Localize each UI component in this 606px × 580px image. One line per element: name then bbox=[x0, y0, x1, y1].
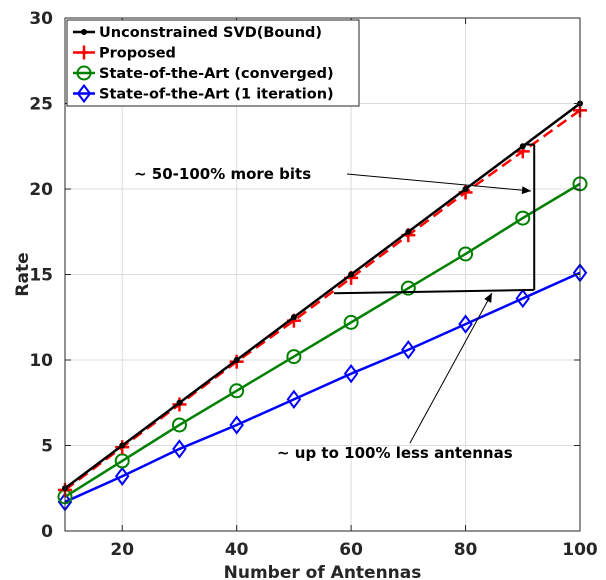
arrow-less-antennas bbox=[410, 293, 492, 443]
x-tick-label: 100 bbox=[562, 540, 598, 560]
series-3 bbox=[59, 265, 586, 510]
x-tick-label: 80 bbox=[454, 540, 478, 560]
arrow-shaft bbox=[410, 293, 492, 443]
y-tick-label: 30 bbox=[29, 9, 53, 29]
legend-item-0: Unconstrained SVD(Bound) bbox=[73, 25, 322, 41]
y-axis-title: Rate bbox=[13, 252, 33, 296]
x-tick-label: 60 bbox=[339, 540, 363, 560]
series-0 bbox=[62, 101, 583, 492]
legend-item-2: State-of-the-Art (converged) bbox=[73, 66, 334, 82]
data-point bbox=[405, 229, 411, 235]
annotation-less-antennas: ~ up to 100% less antennas bbox=[277, 444, 513, 462]
data-point bbox=[176, 400, 182, 406]
series-line bbox=[65, 273, 580, 502]
x-axis-title: Number of Antennas bbox=[224, 563, 422, 580]
annotation-more-bits: ~ 50-100% more bits bbox=[134, 165, 311, 183]
arrow-head bbox=[522, 186, 531, 194]
y-tick-label: 0 bbox=[41, 522, 53, 542]
annotations: ~ 50-100% more bits ~ up to 100% less an… bbox=[134, 145, 534, 462]
y-tick-label: 20 bbox=[29, 180, 53, 200]
series-line bbox=[65, 104, 580, 489]
data-point bbox=[348, 272, 354, 278]
arrow-head bbox=[484, 293, 492, 303]
data-point bbox=[520, 143, 526, 149]
x-tick-label: 40 bbox=[225, 540, 249, 560]
series-1 bbox=[58, 103, 587, 497]
legend-label: Proposed bbox=[99, 46, 176, 62]
arrow-more-bits bbox=[347, 174, 531, 194]
gap-bracket-horizontal bbox=[334, 290, 534, 293]
data-point bbox=[291, 314, 297, 320]
legend: Unconstrained SVD(Bound) Proposed State-of… bbox=[67, 20, 359, 106]
legend-label: State-of-the-Art (converged) bbox=[99, 66, 334, 82]
x-tick-label: 20 bbox=[110, 540, 134, 560]
y-tick-label: 10 bbox=[29, 351, 53, 371]
data-point bbox=[234, 357, 240, 363]
data-point bbox=[119, 443, 125, 449]
y-tick-label: 5 bbox=[41, 437, 53, 457]
data-point bbox=[463, 186, 469, 192]
arrow-shaft bbox=[347, 174, 531, 191]
y-tick-label: 25 bbox=[29, 95, 53, 115]
legend-marker bbox=[81, 29, 87, 35]
legend-item-3: State-of-the-Art (1 iteration) bbox=[73, 86, 334, 103]
legend-label: State-of-the-Art (1 iteration) bbox=[99, 87, 334, 103]
legend-label: Unconstrained SVD(Bound) bbox=[99, 25, 322, 41]
